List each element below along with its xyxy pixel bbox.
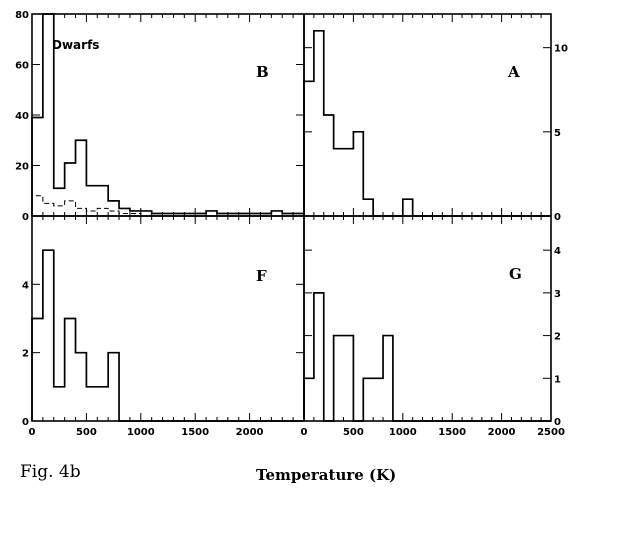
- x-tick-label: 2500: [537, 427, 565, 438]
- x-axis-label: Temperature (K): [256, 466, 397, 484]
- y-tick-label: 20: [15, 162, 29, 173]
- y-tick-label: 1: [554, 374, 561, 385]
- x-tick-label: 500: [76, 427, 97, 438]
- x-tick-label: 1500: [438, 427, 466, 438]
- y-tick-label: 4: [22, 280, 29, 291]
- x-tick-label: 0: [301, 427, 308, 438]
- y-tick-label: 60: [15, 61, 29, 72]
- panel-label: F: [256, 267, 267, 285]
- x-tick-label: 1000: [127, 427, 155, 438]
- y-tick-label: 0: [22, 212, 29, 223]
- x-tick-label: 1000: [389, 427, 417, 438]
- y-tick-label: 0: [22, 417, 29, 428]
- x-tick-label: 1500: [181, 427, 209, 438]
- figure-caption: Fig. 4b: [20, 462, 81, 482]
- panel-label: B: [256, 63, 269, 81]
- panel-annotation: Dwarfs: [52, 38, 99, 52]
- x-tick-label: 2000: [236, 427, 264, 438]
- y-tick-label: 40: [15, 111, 29, 122]
- y-tick-label: 0: [554, 212, 561, 223]
- histogram-series-solid: [31, 249, 304, 422]
- panel-label: G: [509, 265, 522, 283]
- y-tick-label: 0: [554, 417, 561, 428]
- y-tick-label: 2: [22, 349, 29, 360]
- x-tick-label: 2000: [488, 427, 516, 438]
- x-tick-label: 0: [29, 427, 36, 438]
- y-tick-label: 5: [554, 128, 561, 139]
- y-tick-label: 4: [554, 246, 561, 257]
- panel-frame: [303, 13, 552, 217]
- y-tick-label: 2: [554, 332, 561, 343]
- panel-F: 0 2 4 0 500 1000 1500 2000 F: [22, 215, 305, 438]
- x-tick-label: 500: [343, 427, 364, 438]
- histogram-series-solid: [31, 13, 305, 216]
- panel-A: 0 5 10 A: [303, 13, 568, 223]
- panel-G: 0 1 2 3 4 0 500 1000 1500 2000 2500 G: [301, 215, 565, 438]
- panel-label: A: [507, 63, 520, 81]
- y-tick-label: 80: [15, 10, 29, 21]
- histogram-series-solid: [303, 292, 551, 422]
- panel-frame: [303, 215, 552, 422]
- y-tick-label: 10: [554, 44, 568, 55]
- panel-B: 0 20 40 60 80 B Dwarfs: [15, 10, 305, 223]
- y-tick-label: 3: [554, 289, 561, 300]
- histogram-series-solid: [303, 29, 551, 217]
